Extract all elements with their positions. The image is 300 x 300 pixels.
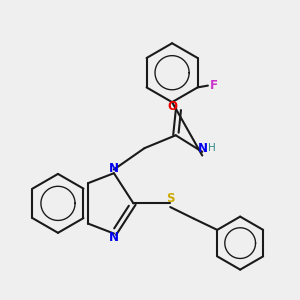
Text: H: H xyxy=(208,143,215,153)
Text: O: O xyxy=(167,100,177,113)
Text: N: N xyxy=(198,142,208,155)
Text: F: F xyxy=(209,79,217,92)
Text: N: N xyxy=(109,232,119,244)
Text: S: S xyxy=(166,192,175,205)
Text: N: N xyxy=(109,162,119,175)
